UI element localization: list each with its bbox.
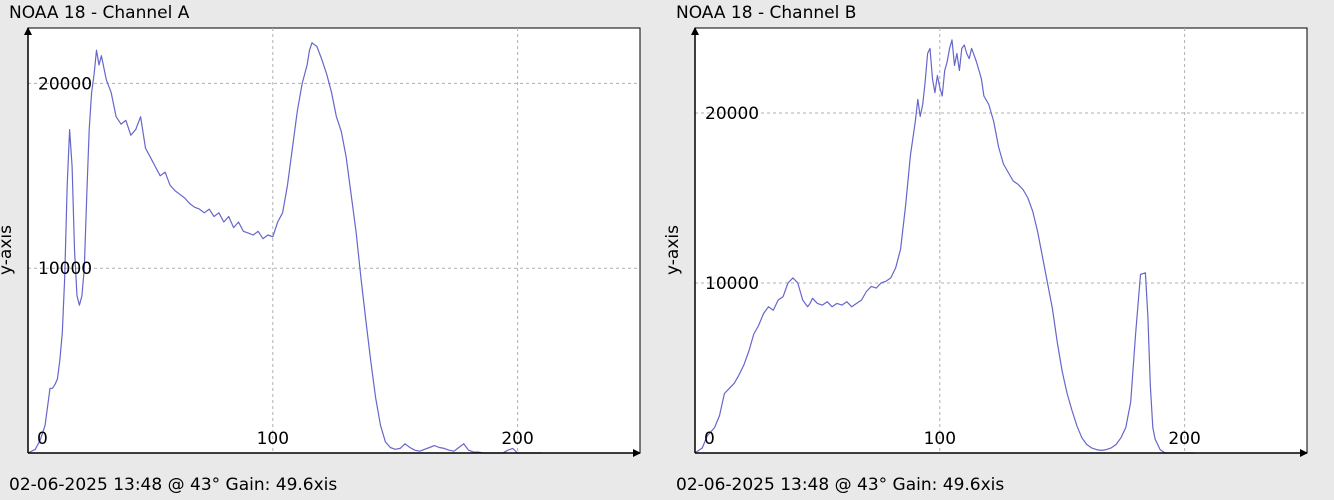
- y-tick-label: 20000: [38, 74, 92, 94]
- chart-title: NOAA 18 - Channel B: [676, 3, 857, 23]
- x-tick-label: 100: [924, 429, 956, 449]
- series-line: [27, 42, 543, 454]
- y-tick-label: 10000: [705, 274, 759, 294]
- y-tick-label: 20000: [705, 104, 759, 124]
- x-tick-label: 0: [37, 429, 48, 449]
- channel-b-panel: 0 100 200 10000 20000 NOAA 18 - Channel B y-…: [663, 0, 1334, 500]
- footer-text: 02-06-2025 13:48 @ 43° Gain: 49.6: [9, 475, 314, 495]
- x-axis-label: xis: [980, 475, 1005, 495]
- status-footer: 02-06-2025 13:48 @ 43° Gain: 49.6xis: [676, 475, 1004, 495]
- status-footer: 02-06-2025 13:48 @ 43° Gain: 49.6xis: [9, 475, 337, 495]
- x-tick-label: 100: [257, 429, 289, 449]
- channel-b-plot: 0 100 200 10000 20000: [691, 27, 1308, 457]
- plot-area: [28, 28, 640, 453]
- channel-a-plot: 0 100 200 10000 20000: [24, 27, 641, 457]
- plot-area: [695, 28, 1307, 453]
- x-axis-arrow: [633, 449, 641, 457]
- plot-border: [28, 27, 641, 453]
- series-line: [694, 39, 1195, 454]
- x-axis-label: xis: [313, 475, 338, 495]
- x-tick-label: 200: [501, 429, 533, 449]
- chart-title: NOAA 18 - Channel A: [9, 3, 190, 23]
- x-axis-arrow: [1300, 449, 1308, 457]
- channel-a-panel: 0 100 200 10000 20000 NOAA 18 - Channel A y-…: [0, 3, 641, 495]
- x-tick-label: 0: [704, 429, 715, 449]
- plot-border: [695, 27, 1308, 453]
- y-axis-arrow: [691, 27, 699, 35]
- footer-text: 02-06-2025 13:48 @ 43° Gain: 49.6: [676, 475, 981, 495]
- y-axis-arrow: [24, 27, 32, 35]
- x-tick-label: 200: [1168, 429, 1200, 449]
- y-tick-label: 10000: [38, 259, 92, 279]
